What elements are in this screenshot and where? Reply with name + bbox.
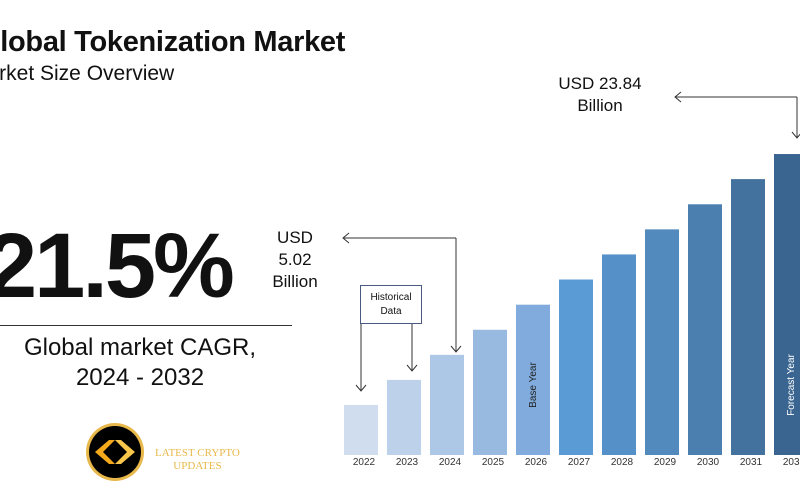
callout-line: 5.02 [278,250,312,269]
bar-2030 [688,204,722,455]
bar-2026 [516,304,550,455]
historical-label: Data [380,306,402,317]
bar-2031 [731,179,765,456]
callout-line: USD 23.84 [558,74,642,93]
x-tick-label: 2023 [396,457,419,468]
bar-2022 [344,404,378,455]
historical-data-box: Historical Data [360,285,422,324]
callout-line: Billion [272,272,318,291]
historical-label: Historical [370,292,412,303]
bar-2028 [602,254,636,455]
x-tick-label: 2024 [439,457,462,468]
logo-icon [86,423,144,481]
page-subtitle: Market Size Overview [0,62,175,85]
x-tick-label: 2027 [568,457,591,468]
end-value-callout: USD 23.84 Billion [555,73,645,117]
divider [0,325,292,326]
x-tick-label: 2026 [525,457,548,468]
arrow-line [342,232,462,353]
start-value-callout: USD 5.02 Billion [255,227,335,293]
bar-annotation: Forecast Year [786,353,797,415]
x-tick-label: 2028 [611,457,634,468]
x-tick-label: 2031 [740,457,763,468]
bar-annotation: Base Year [528,362,539,408]
bar-2027 [559,279,593,455]
logo-text: LATEST CRYPTO UPDATES [155,447,240,473]
bar-2029 [645,229,679,455]
page-title: Global Tokenization Market [0,26,346,58]
callout-line: USD [277,228,313,247]
x-tick-label: 2025 [482,457,505,468]
cagr-label: Global market CAGR, [23,334,257,361]
x-tick-label: 2032 [783,457,800,468]
bar-2024 [430,354,464,455]
bar-2032 [774,154,800,455]
x-tick-label: 2029 [654,457,677,468]
logo-text-line: UPDATES [173,460,222,472]
x-tick-label: 2030 [697,457,720,468]
arrow-line [355,324,418,392]
arrow-line [674,91,800,139]
x-tick-label: 2022 [353,457,376,468]
logo-text-line: LATEST CRYPTO [155,447,240,459]
cagr-value: 21.5% [0,215,235,317]
bar-2025 [473,329,507,455]
callout-line: Billion [577,96,623,115]
bar-2023 [387,379,421,455]
cagr-period: 2024 - 2032 [75,364,205,391]
